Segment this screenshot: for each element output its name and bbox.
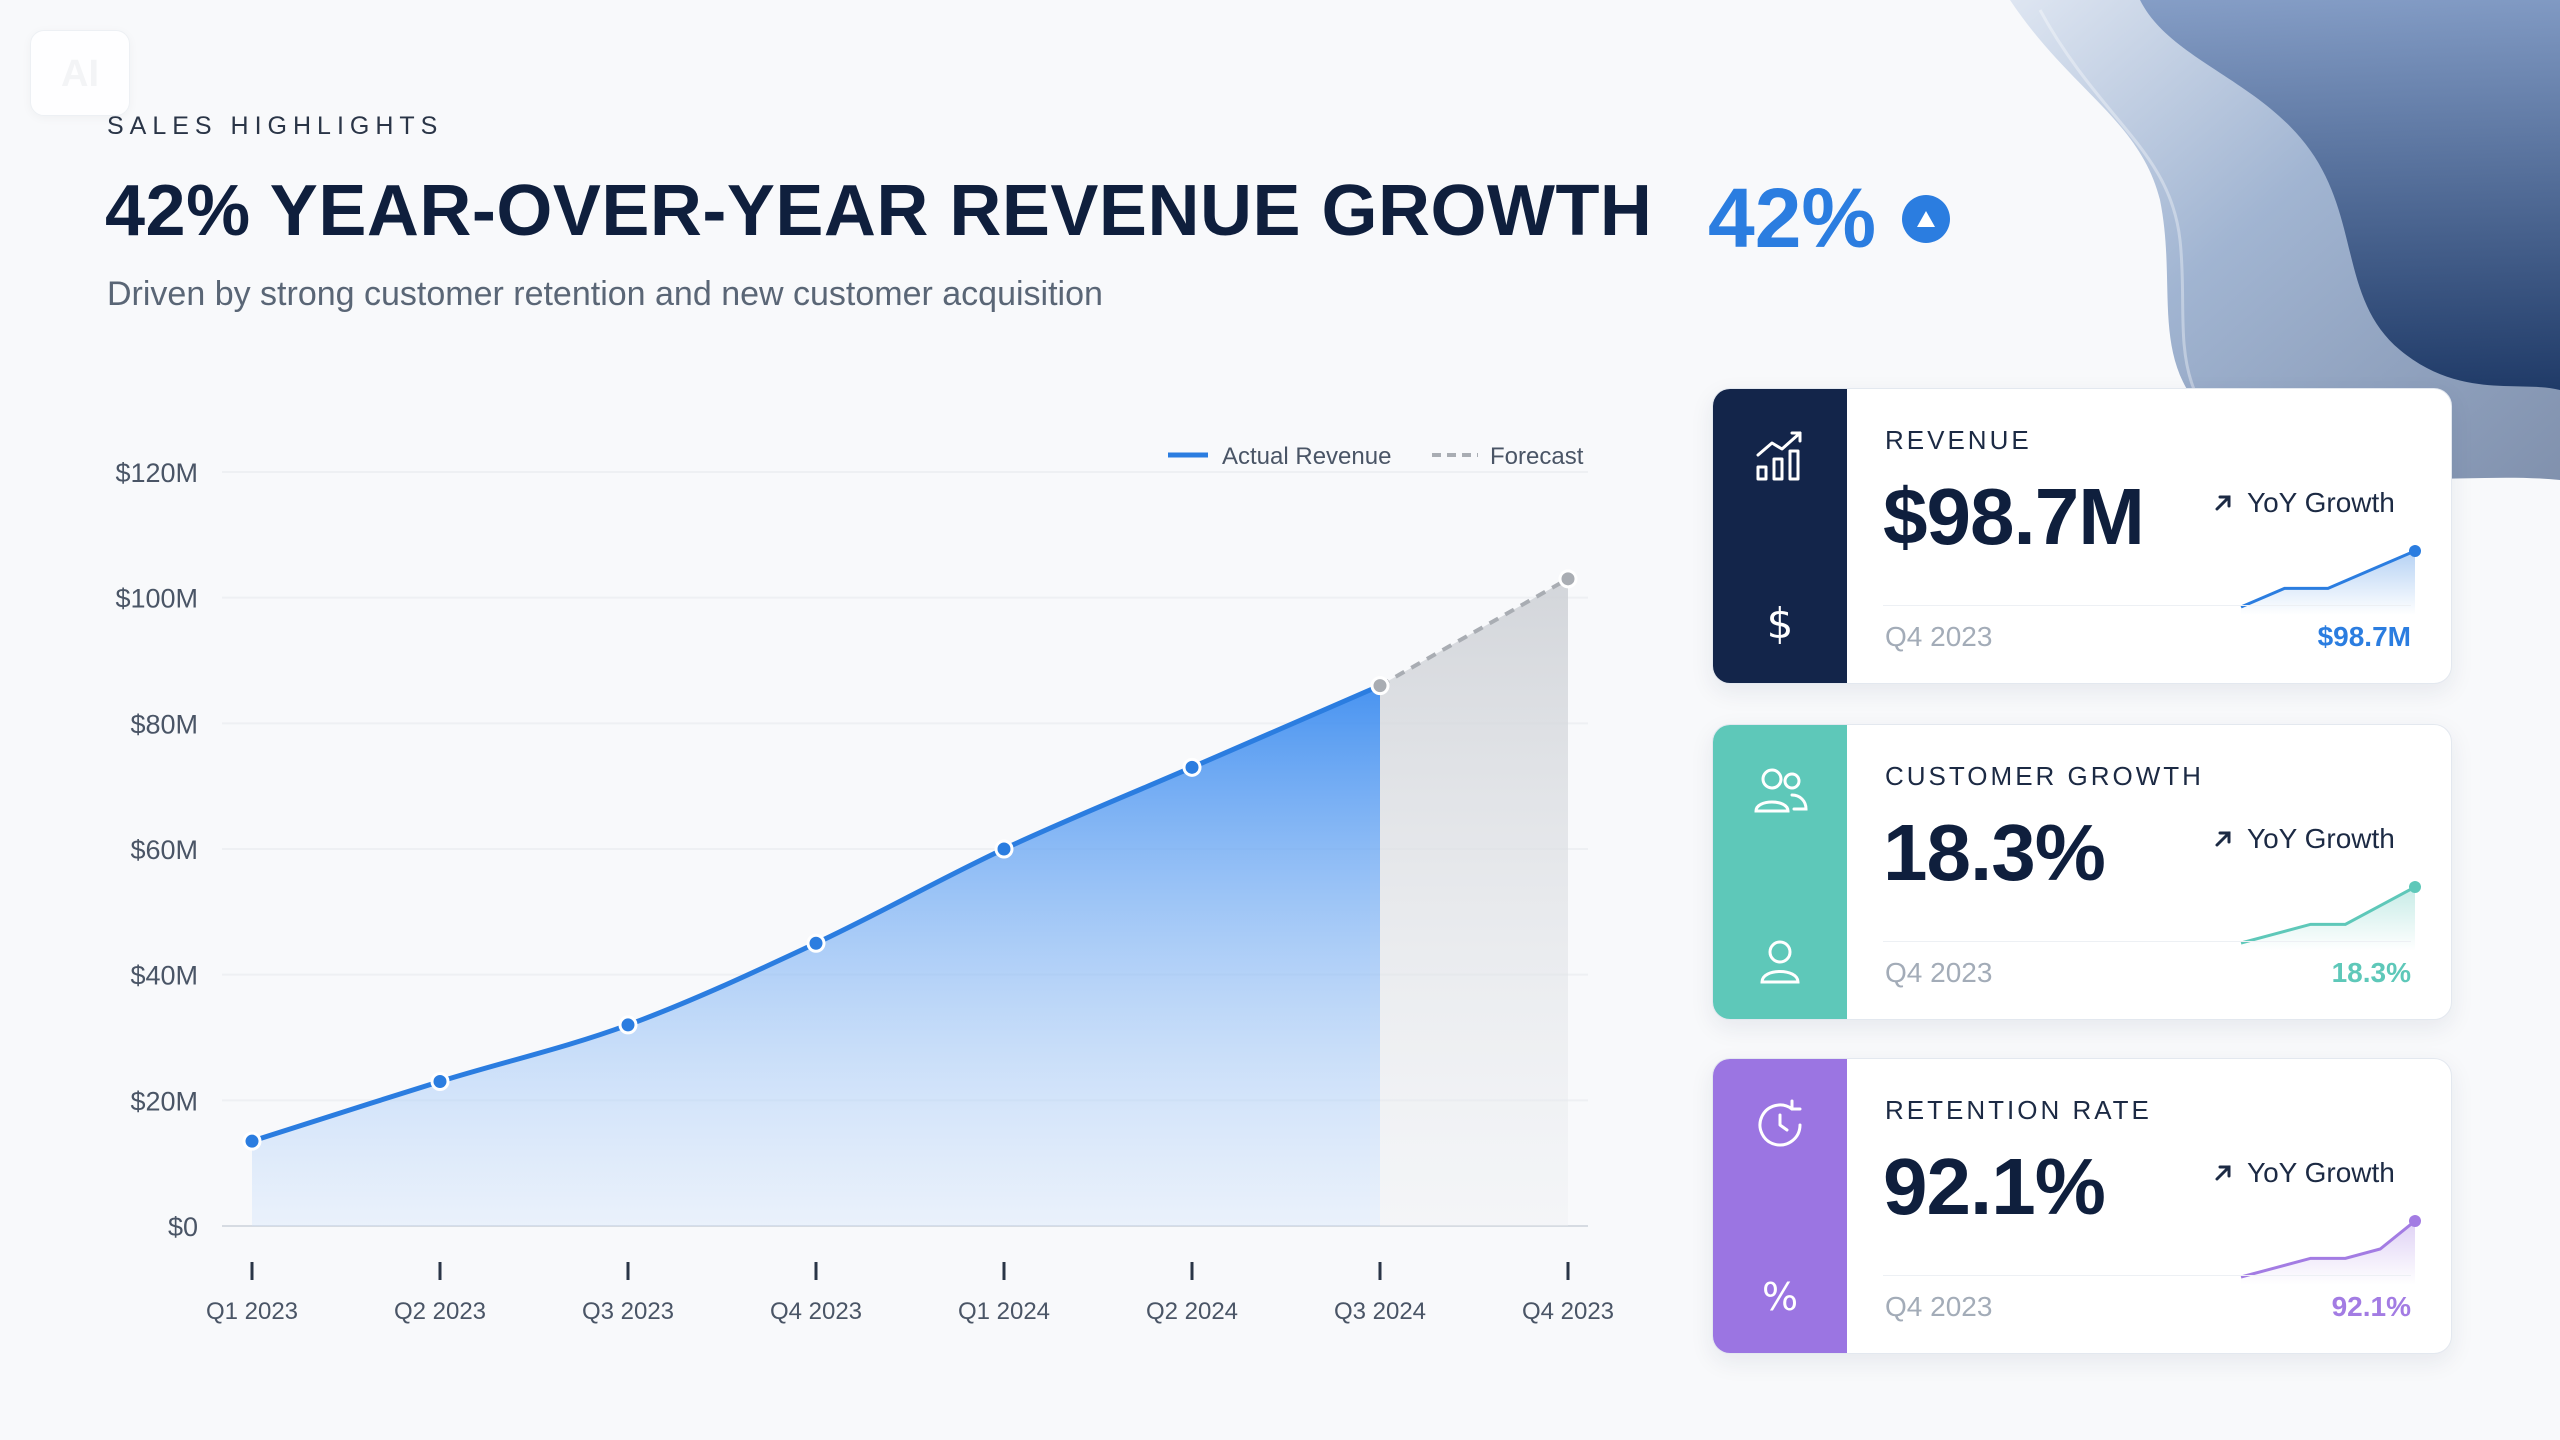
sparkline-area (2241, 1221, 2415, 1285)
logo-text: AI (61, 53, 99, 95)
logo: AI (30, 30, 130, 116)
legend-forecast-label: Forecast (1490, 443, 1584, 470)
svg-text:$: $ (1767, 599, 1794, 648)
svg-text:%: % (1762, 1275, 1798, 1319)
customer-growth-card: CUSTOMER GROWTH 18.3% YoY Growth Q4 2023… (1712, 724, 2452, 1020)
card-value: $98.7M (1883, 472, 2145, 561)
card-footer-value: 92.1% (2331, 1291, 2411, 1322)
x-tick-label: Q3 2024 (1334, 1298, 1426, 1325)
arrow-up-right-icon (2215, 831, 2231, 847)
page-title: 42% YEAR-OVER-YEAR REVENUE GROWTH (105, 171, 1653, 251)
card-divider (1883, 1275, 2411, 1276)
section-eyebrow: SALES HIGHLIGHTS (107, 112, 444, 140)
card-label: CUSTOMER GROWTH (1885, 761, 2204, 791)
bar-chart-growth-icon (1752, 427, 1808, 488)
page-subtitle: Driven by strong customer retention and … (107, 275, 1103, 313)
card-rail: $ (1713, 389, 1847, 683)
x-tick-label: Q4 2023 (770, 1298, 862, 1325)
actual-data-point (1182, 757, 1202, 777)
sparkline-end-point (2409, 881, 2421, 893)
actual-data-point (994, 839, 1014, 859)
card-period: Q4 2023 (1885, 621, 1993, 652)
sparkline-line (2240, 1219, 2416, 1279)
revenue-chart: $0 $20M $40M $60M $80M $100M $120M Q1 2023 Q2 20… (115, 443, 1614, 1325)
highlight-stat: 42% (1708, 170, 1951, 267)
card-value: 92.1% (1883, 1142, 2106, 1231)
x-tick-label: Q4 2023 (1522, 1298, 1614, 1325)
yoy-text: YoY Growth (2247, 1157, 2395, 1188)
y-tick-label: $100M (115, 584, 198, 614)
revenue-card: $ REVENUE $98.7M YoY Growth Q4 2023 $98.… (1712, 388, 2452, 684)
card-label: RETENTION RATE (1885, 1095, 2152, 1125)
yoy-growth-label: YoY Growth (2213, 823, 2395, 855)
card-rail: % (1713, 1059, 1847, 1353)
arrow-up-right-icon (2215, 1165, 2231, 1181)
y-tick-label: $20M (130, 1086, 198, 1116)
actual-data-point (430, 1071, 450, 1091)
yoy-growth-label: YoY Growth (2213, 1157, 2395, 1189)
card-period: Q4 2023 (1885, 1291, 1993, 1322)
percent-icon: % (1758, 1272, 1802, 1325)
sparkline-end-point (2409, 545, 2421, 557)
forecast-line (1379, 577, 1569, 688)
x-tick-label: Q2 2023 (394, 1298, 486, 1325)
sparkline-end-point (2409, 1215, 2421, 1227)
up-triangle-icon (1902, 194, 1951, 243)
yoy-text: YoY Growth (2247, 487, 2395, 518)
actual-data-point (806, 933, 826, 953)
legend-actual-label: Actual Revenue (1222, 443, 1391, 470)
highlight-value: 42% (1708, 171, 1877, 265)
sparkline (2240, 1215, 2421, 1285)
users-icon (1750, 763, 1810, 822)
user-icon (1758, 938, 1802, 991)
card-value: 18.3% (1883, 808, 2106, 897)
card-label: REVENUE (1885, 425, 2032, 455)
actual-data-point (618, 1015, 638, 1035)
x-tick-label: Q1 2023 (206, 1298, 298, 1325)
actual-data-point (242, 1131, 262, 1151)
dollar-icon: $ (1760, 598, 1800, 655)
x-tick-label: Q3 2023 (582, 1298, 674, 1325)
card-divider (1883, 941, 2411, 942)
y-tick-label: $0 (168, 1212, 198, 1242)
card-footer-value: $98.7M (2317, 621, 2411, 652)
retention-rate-card: % RETENTION RATE 92.1% YoY Growth Q4 202… (1712, 1058, 2452, 1354)
sparkline-area (2241, 551, 2415, 615)
actual-area (252, 685, 1380, 1226)
card-footer-value: 18.3% (2331, 957, 2411, 988)
y-tick-label: $60M (130, 835, 198, 865)
sparkline (2240, 545, 2421, 615)
sparkline-line (2240, 549, 2416, 609)
forecast-area (1380, 578, 1568, 1226)
y-tick-label: $120M (115, 458, 198, 488)
card-rail (1713, 725, 1847, 1019)
yoy-text: YoY Growth (2247, 823, 2395, 854)
refresh-clock-icon (1752, 1097, 1808, 1158)
y-tick-label: $40M (130, 961, 198, 991)
yoy-growth-label: YoY Growth (2213, 487, 2395, 519)
y-tick-label: $80M (130, 709, 198, 739)
card-divider (1883, 605, 2411, 606)
sparkline-area (2241, 887, 2415, 951)
card-period: Q4 2023 (1885, 957, 1993, 988)
x-tick-label: Q1 2024 (958, 1298, 1050, 1325)
arrow-up-right-icon (2215, 495, 2231, 511)
actual-data-point (1370, 676, 1390, 696)
sparkline (2240, 881, 2421, 951)
forecast-data-point (1558, 569, 1578, 589)
sparkline-line (2240, 885, 2416, 945)
x-tick-label: Q2 2024 (1146, 1298, 1238, 1325)
